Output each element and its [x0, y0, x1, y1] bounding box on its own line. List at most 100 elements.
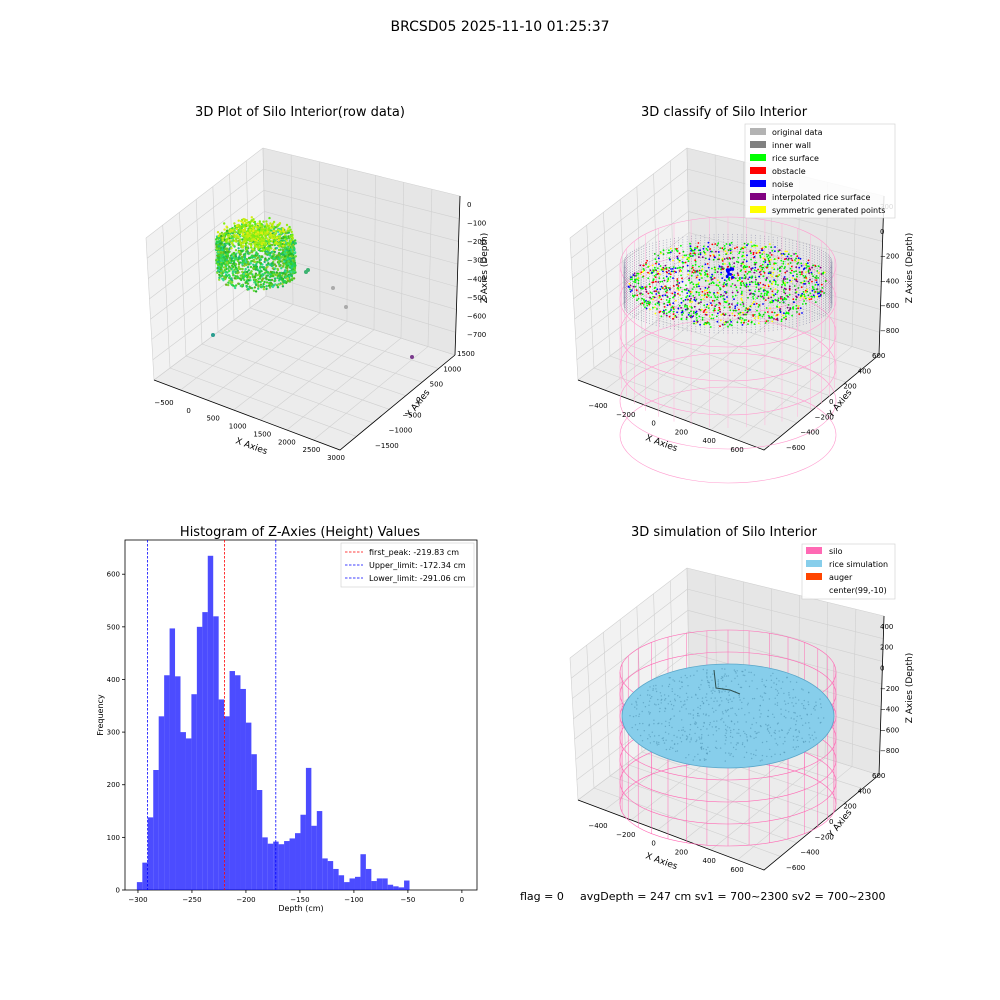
- classified-point: [750, 321, 753, 324]
- rice-simulation-point: [673, 734, 675, 737]
- classified-point: [751, 302, 754, 305]
- classified-point: [748, 281, 751, 284]
- raw-point: [233, 268, 236, 271]
- classified-point: [680, 244, 682, 247]
- classified-point: [693, 322, 695, 325]
- classify-x-tick: −400: [588, 402, 607, 410]
- classified-point: [756, 283, 759, 286]
- classified-point: [668, 257, 671, 260]
- classified-point: [690, 249, 692, 252]
- rice-simulation-point: [647, 738, 649, 740]
- raw-point: [243, 278, 246, 282]
- classified-point: [819, 266, 822, 269]
- classified-point: [706, 270, 708, 272]
- classified-point: [777, 284, 779, 286]
- classified-point: [645, 263, 647, 266]
- classified-point: [653, 296, 656, 299]
- raw-point: [265, 281, 269, 284]
- raw-point: [288, 257, 292, 260]
- histogram-bar: [213, 616, 219, 890]
- rice-simulation-point: [766, 725, 768, 727]
- classified-point: [729, 306, 731, 308]
- classified-point: [743, 274, 746, 277]
- rice-simulation-point: [759, 705, 761, 707]
- classified-point: [646, 304, 649, 307]
- classified-point: [783, 267, 786, 270]
- classified-point: [677, 307, 680, 310]
- raw-point: [246, 266, 250, 269]
- rice-simulation-point: [769, 726, 772, 729]
- grid-line: [851, 609, 857, 767]
- rice-simulation-point: [755, 749, 757, 751]
- rice-simulation-point: [724, 743, 726, 745]
- rice-simulation-point: [713, 720, 715, 722]
- rice-simulation-point: [721, 711, 724, 713]
- raw-point: [216, 267, 219, 270]
- classified-point: [788, 288, 791, 291]
- classified-point: [803, 300, 805, 302]
- histogram-bar: [338, 875, 345, 890]
- classified-point: [805, 266, 808, 269]
- raw-point: [283, 280, 287, 283]
- raw-point: [253, 286, 257, 289]
- rice-simulation-point: [661, 698, 663, 701]
- rice-simulation-point: [718, 689, 720, 692]
- rice-simulation-point: [729, 698, 731, 700]
- rice-simulation-point: [696, 715, 699, 717]
- rice-simulation-point: [708, 684, 710, 687]
- rice-simulation-point: [801, 703, 803, 705]
- raw-point: [262, 236, 265, 240]
- rice-simulation-point: [785, 717, 787, 719]
- histogram-bar: [398, 887, 405, 890]
- raw-point: [284, 249, 287, 253]
- raw-point: [254, 268, 257, 271]
- histogram-bar: [262, 837, 268, 890]
- classified-point: [719, 247, 722, 250]
- grid-line: [689, 295, 880, 356]
- classified-point: [723, 279, 726, 281]
- classified-point: [705, 311, 708, 314]
- rice-simulation-point: [736, 732, 738, 734]
- classified-point: [784, 250, 787, 253]
- classified-point: [669, 276, 672, 278]
- classified-point: [797, 305, 800, 307]
- histogram-bar: [147, 817, 154, 890]
- raw-point: [237, 282, 240, 285]
- classified-point: [746, 265, 748, 268]
- classified-point: [664, 264, 667, 267]
- raw-point: [253, 278, 256, 281]
- raw-point: [240, 225, 243, 228]
- raw-point: [287, 253, 291, 256]
- classified-point: [788, 285, 791, 288]
- raw-point: [268, 253, 272, 257]
- rice-simulation-point: [739, 735, 742, 737]
- classified-point: [764, 245, 767, 248]
- rice-simulation-point: [795, 720, 798, 722]
- classified-point: [758, 303, 760, 306]
- rice-simulation-point: [680, 676, 682, 679]
- raw-point: [218, 240, 221, 243]
- classified-point: [815, 281, 818, 284]
- raw-point: [251, 254, 254, 257]
- classified-point: [631, 278, 633, 281]
- classified-point: [702, 247, 705, 250]
- raw-point: [250, 270, 253, 273]
- classified-point: [663, 288, 666, 291]
- raw-point: [269, 281, 273, 285]
- classified-point: [692, 294, 695, 297]
- rice-simulation-point: [742, 742, 744, 744]
- rice-simulation-point: [743, 746, 746, 748]
- raw-point: [252, 237, 255, 241]
- classified-point: [674, 267, 677, 269]
- classify-legend-swatch: [750, 141, 766, 148]
- classified-point: [711, 267, 713, 270]
- classified-point: [705, 322, 708, 325]
- raw-point: [256, 256, 260, 259]
- classified-point: [718, 281, 721, 284]
- classified-point: [755, 261, 758, 264]
- classified-point: [666, 296, 669, 298]
- rice-simulation-point: [719, 747, 722, 749]
- classified-point: [774, 298, 777, 301]
- classified-point: [808, 267, 811, 270]
- classified-point: [706, 249, 709, 252]
